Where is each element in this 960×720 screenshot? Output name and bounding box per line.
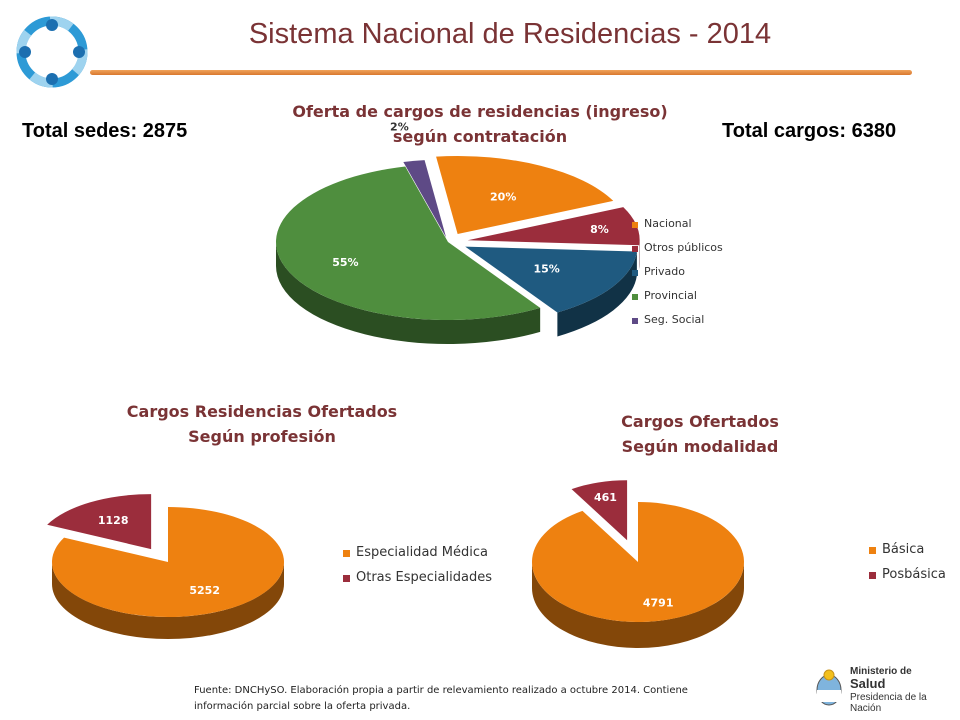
legend-label-provincial: Provincial xyxy=(644,289,697,302)
chart-oferta-contratacion: 20% 8% 15% 55% 2% Nacional Otros públicos Priva… xyxy=(276,120,723,344)
legend-swatch-seg-social xyxy=(632,318,638,324)
legend-swatch-nacional xyxy=(632,222,638,228)
chart-profesion: 5252 1128 Especialidad Médica Otras Especia… xyxy=(47,494,492,639)
pie-slice-posbasica xyxy=(571,480,628,541)
chart2-title-line1: Cargos Residencias Ofertados xyxy=(126,402,398,421)
page-title: Sistema Nacional de Residencias - 2014 xyxy=(248,18,772,50)
total-sedes: Total sedes: 2875 xyxy=(22,120,188,142)
legend-label-seg-social: Seg. Social xyxy=(644,313,704,326)
ministry-logo: Ministerio de Salud Presidencia de la Na… xyxy=(812,664,952,714)
chart3-title-line1: Cargos Ofertados xyxy=(621,412,779,431)
pie-slice-nacional xyxy=(436,156,614,235)
chart2-title: Cargos Residencias Ofertados Según profe… xyxy=(92,399,432,449)
ministry-line2: Salud xyxy=(850,676,886,691)
data-label-provincial: 55% xyxy=(332,256,358,269)
pie-side-especialidad-medica xyxy=(52,562,284,639)
legend-label-nacional: Nacional xyxy=(644,217,692,230)
pie-slice-seg-social xyxy=(403,160,447,238)
chart2-title-line2: Según profesión xyxy=(188,427,336,446)
pie-slice-privado xyxy=(465,246,637,313)
legend-label-otras-especialidades: Otras Especialidades xyxy=(356,570,492,585)
source-note-line1: Fuente: DNCHySO. Elaboración propia a pa… xyxy=(194,685,688,696)
legend-label-especialidad-medica: Especialidad Médica xyxy=(356,545,488,560)
pie-side-privado xyxy=(557,251,637,337)
legend-label-otros-publicos: Otros públicos xyxy=(644,241,723,254)
system-logo xyxy=(16,16,88,88)
legend-swatch-basica xyxy=(869,547,876,554)
data-label-seg-social: 2% xyxy=(390,120,409,133)
total-cargos: Total cargos: 6380 xyxy=(722,120,897,142)
coat-of-arms-icon xyxy=(816,669,842,706)
data-label-nacional: 20% xyxy=(490,190,516,203)
data-label-basica: 4791 xyxy=(643,596,674,609)
legend-swatch-posbasica xyxy=(869,572,876,579)
legend-swatch-privado xyxy=(632,270,638,276)
data-label-otros-publicos: 8% xyxy=(590,223,609,236)
pie-slice-provincial xyxy=(276,166,541,320)
chart-modalidad: 4791 461 Básica Posbásica xyxy=(532,480,946,648)
legend-swatch-provincial xyxy=(632,294,638,300)
data-label-especialidad-medica: 5252 xyxy=(189,584,220,597)
data-label-posbasica: 461 xyxy=(594,491,617,504)
chart1-title-line2: según contratación xyxy=(392,127,568,146)
pie-slice-especialidad-medica xyxy=(51,507,285,617)
title-divider xyxy=(90,70,912,75)
legend-swatch-otras-especialidades xyxy=(343,575,350,582)
pie-slice-otras-especialidades xyxy=(47,494,152,550)
source-note: Fuente: DNCHySO. Elaboración propia a pa… xyxy=(194,683,754,715)
legend-label-basica: Básica xyxy=(882,542,924,557)
legend-swatch-especialidad-medica xyxy=(343,550,350,557)
pie-side-provincial xyxy=(276,242,541,344)
pie-side-basica xyxy=(532,562,744,648)
legend-swatch-otros-publicos xyxy=(632,246,638,252)
pie-slice-basica xyxy=(532,502,744,622)
chart1-title: Oferta de cargos de residencias (ingreso… xyxy=(270,99,690,149)
ministry-line3: Presidencia de la Nación xyxy=(850,692,927,714)
legend-label-posbasica: Posbásica xyxy=(882,567,946,582)
source-note-line2: información parcial sobre la oferta priv… xyxy=(194,701,411,712)
ministry-line1: Ministerio de xyxy=(850,666,912,677)
chart3-title: Cargos Ofertados Según modalidad xyxy=(560,409,840,459)
pie-slice-otros-publicos xyxy=(467,207,640,246)
legend-label-privado: Privado xyxy=(644,265,685,278)
chart1-title-line1: Oferta de cargos de residencias (ingreso… xyxy=(292,102,668,121)
data-label-otras-especialidades: 1128 xyxy=(98,514,129,527)
data-label-privado: 15% xyxy=(533,262,559,275)
chart3-title-line2: Según modalidad xyxy=(621,437,779,456)
